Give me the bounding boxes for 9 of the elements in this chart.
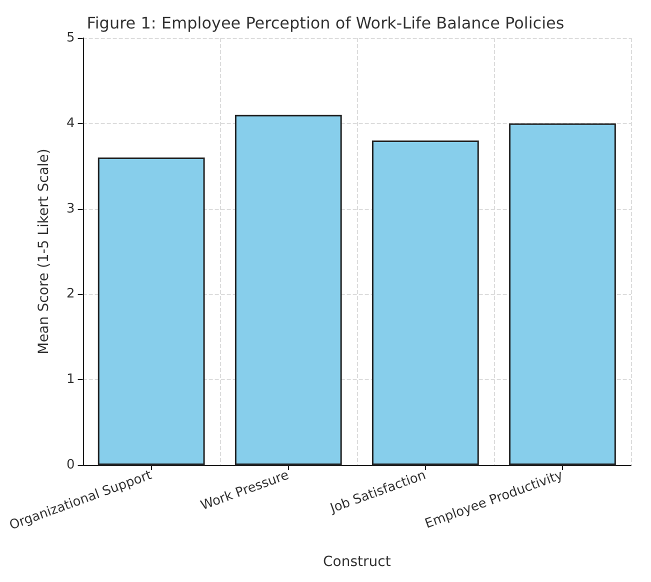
y-tick-label: 1 (66, 372, 75, 388)
y-tick-label: 5 (66, 30, 75, 46)
y-tick-label: 4 (66, 116, 75, 131)
y-axis-title: Mean Score (1-5 Likert Scale) (36, 148, 52, 354)
chart-title: Figure 1: Employee Perception of Work-Life Balance Policies (86, 14, 564, 32)
y-tick-label: 0 (66, 458, 75, 472)
y-tick-label: 3 (66, 201, 75, 216)
y-tick-label: 2 (66, 286, 75, 302)
x-axis-title: Construct (323, 554, 392, 570)
